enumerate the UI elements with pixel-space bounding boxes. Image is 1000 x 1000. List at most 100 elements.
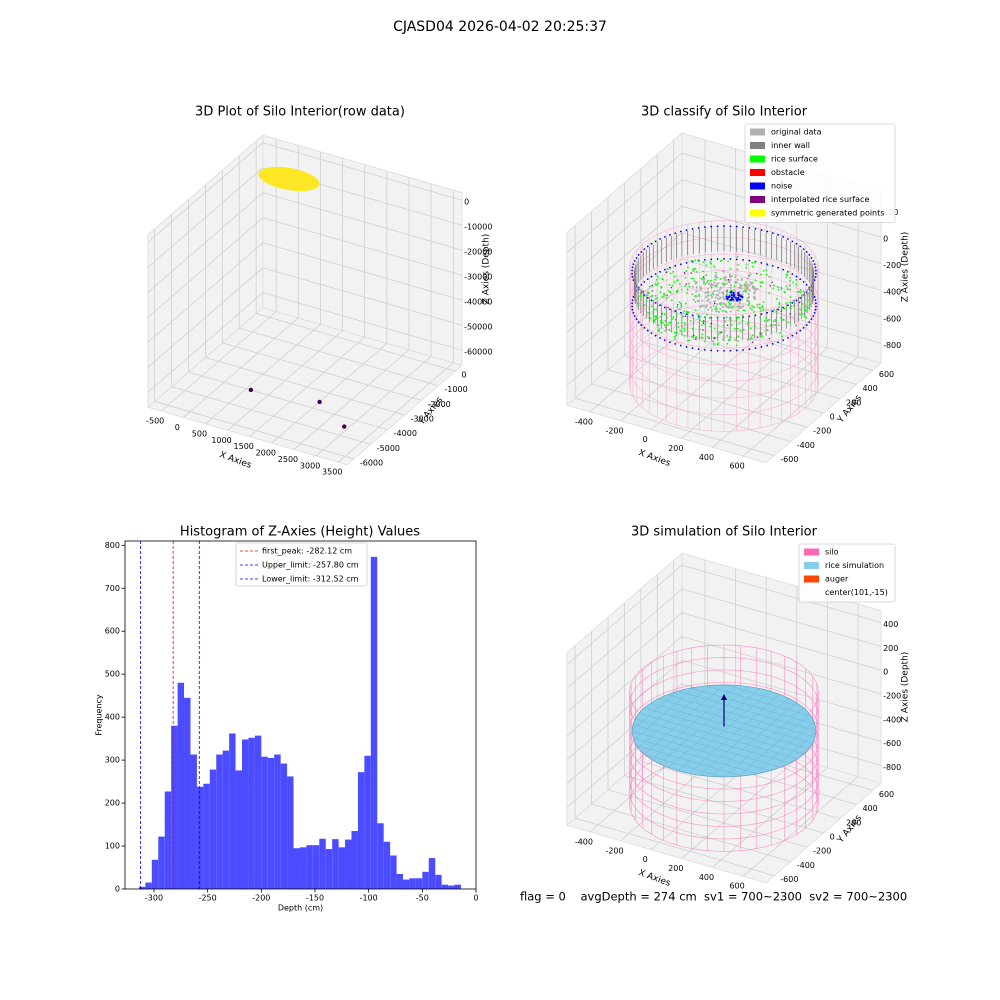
interpolated-point [651,284,654,287]
noise-point [748,259,751,262]
z-tick-label: -50000 [464,323,492,332]
rice-point [772,287,775,290]
noise-point [814,299,817,301]
legend-swatch [750,155,765,163]
noise-point [799,278,802,281]
original-point [696,299,700,302]
rice-point [652,312,655,314]
rice-point [799,288,802,291]
rice-point [737,316,740,319]
rice-point [672,315,675,318]
grid-line [566,179,683,280]
noise-point [723,258,725,260]
grid-line [575,817,775,877]
noise-point [777,341,779,344]
z-tick-label: -40000 [464,298,492,307]
noise-point [669,234,671,236]
bar [190,754,197,889]
grid-line [566,205,683,307]
rice-point [664,320,667,322]
rice-point [683,329,686,332]
rice-point [735,344,738,347]
noise-point [782,235,785,238]
noise-point [791,240,794,243]
rice-point [712,293,715,296]
noise-point [814,276,817,278]
rice-point [639,296,642,298]
interpolated-point [702,276,705,278]
rice-point [778,306,781,309]
y-tick-label: 0 [115,885,120,894]
rice-point [786,273,789,276]
legend-label: noise [771,182,792,191]
interpolated-point [720,331,722,333]
interpolated-point [798,301,801,304]
original-point [729,310,732,313]
original-point [721,291,724,294]
z-axis-label: Z Axies (Depth) [901,232,911,303]
x-axis-label: Depth (cm) [278,904,323,913]
rice-point [738,322,741,325]
rice-point [675,331,678,334]
noise-point [814,266,817,269]
noise-point [737,298,740,301]
noise-point [802,281,805,283]
original-point [724,304,727,307]
rice-point [701,324,703,327]
noise-point [791,302,794,304]
rice-point [637,302,640,305]
noise-point [679,311,682,314]
rice-point [751,265,754,268]
noise-point [735,258,738,261]
rice-point [785,285,788,287]
original-point [730,275,733,278]
interpolated-point [702,329,704,331]
rice-point [668,329,671,331]
original-point [729,284,733,287]
rice-point [762,301,765,303]
y-tick-label: 200 [846,818,861,827]
rice-point [695,270,698,273]
noise-point [703,226,706,229]
rice-point [789,288,791,291]
rice-point [714,271,717,274]
original-point [746,286,749,289]
original-point [724,276,727,279]
rice-point [734,338,736,341]
original-point [729,278,732,282]
rice-point [684,276,687,279]
rice-point [736,305,739,308]
rice-point [768,276,771,278]
noise-point [732,291,735,295]
noise-point [654,334,657,337]
original-point [715,293,719,296]
rice-point [671,284,674,287]
rice-point [656,275,659,278]
noise-point [791,334,794,337]
rice-point [640,293,642,295]
y-tick-label: 600 [105,627,120,636]
rice-point [650,295,653,298]
original-point [692,298,695,301]
original-point [722,276,725,280]
rice-point [781,335,783,338]
original-point [722,302,725,305]
bar [299,847,307,889]
noise-point [631,272,633,275]
z-tick-label: -400 [883,288,901,297]
original-point [754,290,757,293]
original-point [721,305,724,308]
noise-point [646,245,649,248]
bar [306,845,313,889]
rice-point [799,313,801,316]
noise-point [812,315,815,317]
x-tick-label: 1500 [234,442,254,451]
noise-point [654,302,657,304]
noise-point [674,343,677,345]
rice-point [786,288,789,290]
interpolated-point [651,290,653,292]
original-point [738,286,741,290]
rice-point [653,315,656,318]
rice-point [667,324,670,326]
y-tick-label: -400 [797,861,815,870]
